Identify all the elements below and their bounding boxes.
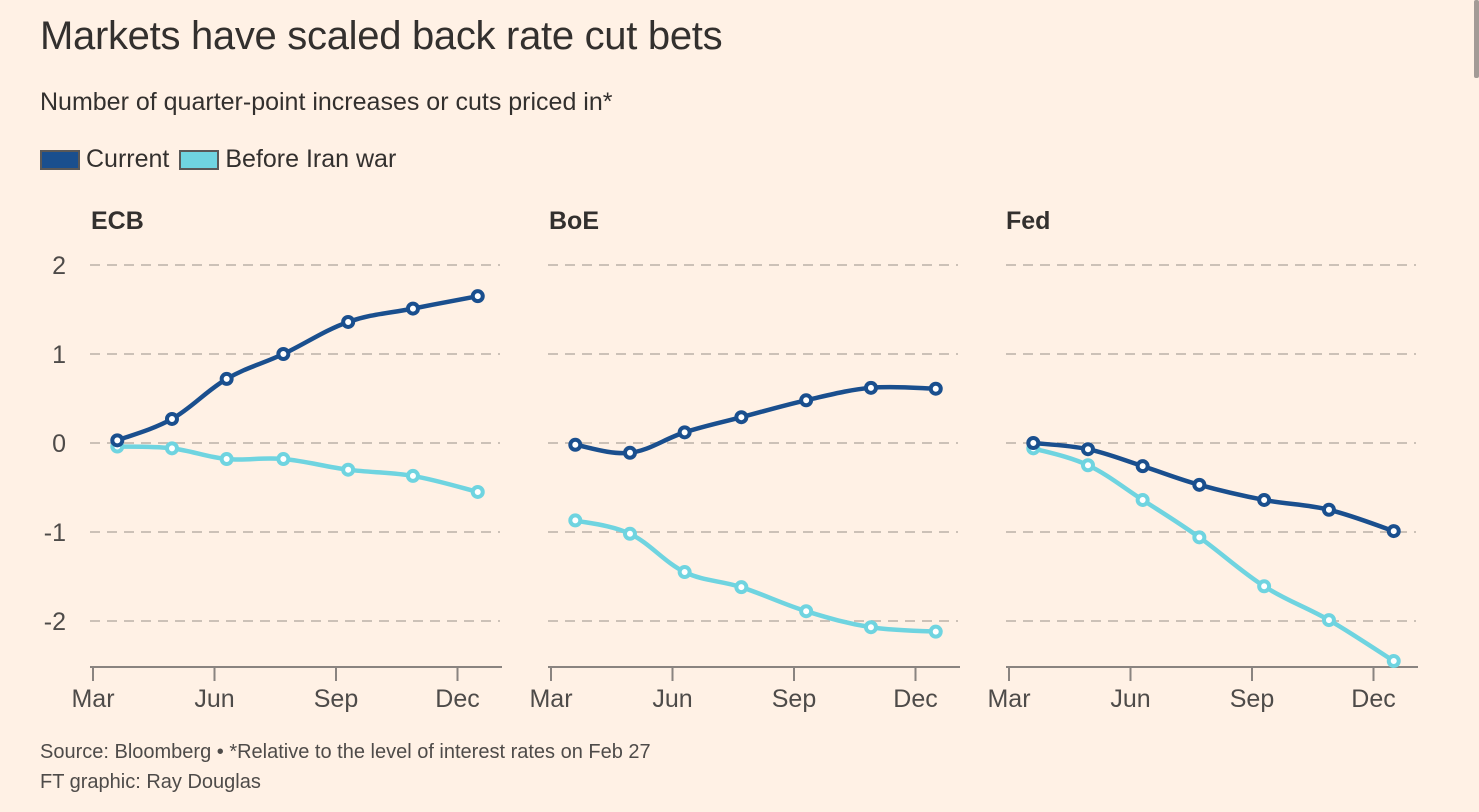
graphic-credit: FT graphic: Ray Douglas bbox=[40, 771, 261, 793]
chart-title: Markets have scaled back rate cut bets bbox=[40, 14, 723, 58]
y-tick-label: 0 bbox=[52, 430, 66, 458]
x-tick-label: Dec bbox=[435, 685, 479, 713]
panel-fed: Fed Mar Jun Sep Dec bbox=[987, 207, 1418, 713]
legend-label-current: Current bbox=[86, 145, 170, 173]
series-line-current bbox=[1031, 440, 1396, 534]
data-point-before bbox=[341, 462, 356, 477]
source-note: Source: Bloomberg • *Relative to the lev… bbox=[40, 741, 651, 763]
data-point-before bbox=[928, 624, 943, 639]
data-point-current bbox=[1026, 436, 1041, 450]
data-point-current bbox=[734, 410, 749, 425]
data-point-before bbox=[677, 565, 692, 580]
scrollbar[interactable] bbox=[1474, 0, 1479, 78]
data-point-before bbox=[1386, 654, 1401, 669]
data-point-current bbox=[164, 411, 179, 426]
panel-title: ECB bbox=[91, 207, 144, 235]
data-point-before bbox=[219, 452, 234, 467]
data-point-before bbox=[405, 468, 420, 483]
y-tick-label: 2 bbox=[52, 252, 66, 280]
data-point-current bbox=[341, 314, 356, 329]
x-tick-label: Jun bbox=[652, 685, 692, 713]
data-point-current bbox=[1257, 492, 1272, 507]
data-point-current bbox=[110, 433, 125, 448]
x-tick-label: Sep bbox=[1230, 685, 1274, 713]
data-point-current bbox=[622, 445, 637, 460]
data-point-before bbox=[1321, 613, 1336, 628]
legend-item-before: Before Iran war bbox=[179, 145, 396, 174]
data-point-current bbox=[677, 425, 692, 440]
x-tick-label: Jun bbox=[194, 685, 234, 713]
data-point-before bbox=[1192, 530, 1207, 545]
y-tick-label: 1 bbox=[52, 341, 66, 369]
data-point-current bbox=[405, 301, 420, 316]
x-tick-label: Mar bbox=[529, 685, 572, 713]
data-point-current bbox=[470, 289, 485, 304]
data-point-before bbox=[470, 484, 485, 499]
panel-ecb: ECB Mar Jun Sep Dec bbox=[71, 207, 502, 713]
x-tick-label: Mar bbox=[987, 685, 1030, 713]
x-tick-label: Sep bbox=[314, 685, 358, 713]
x-tick-label: Mar bbox=[71, 685, 114, 713]
x-tick-label: Jun bbox=[1110, 685, 1150, 713]
y-tick-label: -2 bbox=[44, 608, 66, 636]
data-point-current bbox=[1192, 477, 1207, 492]
data-point-current bbox=[799, 393, 814, 408]
data-point-current bbox=[568, 437, 583, 452]
data-point-current bbox=[1386, 524, 1401, 539]
panel-boe: BoE Mar Jun Sep Dec bbox=[529, 207, 960, 713]
data-point-before bbox=[164, 441, 179, 456]
data-point-before bbox=[1080, 458, 1095, 473]
data-point-before bbox=[276, 452, 291, 467]
footer: Source: Bloomberg • *Relative to the lev… bbox=[40, 737, 651, 797]
data-point-before bbox=[568, 513, 583, 528]
data-point-current bbox=[276, 347, 291, 361]
x-tick-label: Dec bbox=[1351, 685, 1395, 713]
data-point-current bbox=[219, 371, 234, 386]
panel-title: BoE bbox=[549, 207, 599, 235]
data-point-before bbox=[622, 526, 637, 541]
legend-swatch-before bbox=[179, 149, 220, 170]
chart-subtitle: Number of quarter-point increases or cut… bbox=[40, 88, 613, 116]
legend-swatch-current bbox=[40, 149, 80, 170]
panel-title: Fed bbox=[1006, 207, 1050, 235]
data-point-before bbox=[1257, 579, 1272, 594]
legend-item-current: Current bbox=[40, 145, 169, 174]
y-tick-label: -1 bbox=[44, 519, 66, 547]
series-line-before bbox=[1031, 446, 1396, 664]
x-tick-label: Sep bbox=[772, 685, 816, 713]
data-point-current bbox=[1135, 459, 1150, 474]
x-tick-label: Dec bbox=[893, 685, 937, 713]
data-point-current bbox=[1080, 442, 1095, 457]
data-point-current bbox=[1321, 502, 1336, 517]
legend: Current Before Iran war bbox=[40, 145, 406, 174]
data-point-before bbox=[799, 604, 814, 619]
legend-label-before: Before Iran war bbox=[225, 145, 397, 173]
data-point-before bbox=[734, 580, 749, 595]
data-point-before bbox=[1135, 492, 1150, 507]
data-point-current bbox=[928, 381, 943, 396]
data-point-current bbox=[863, 380, 878, 395]
data-point-before bbox=[863, 620, 878, 635]
